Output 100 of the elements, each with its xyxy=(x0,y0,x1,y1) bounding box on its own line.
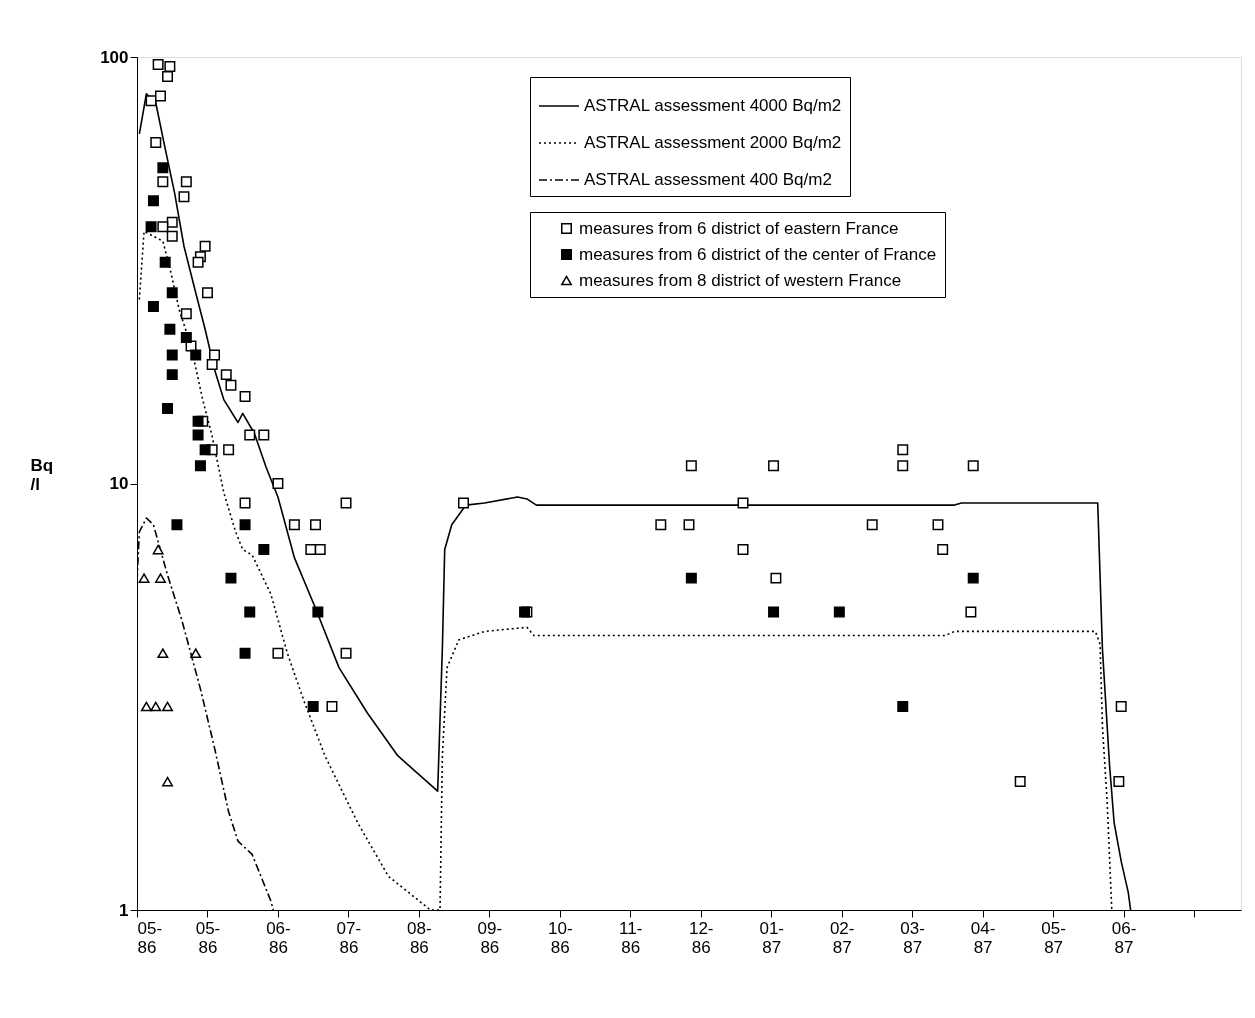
point xyxy=(897,701,909,712)
point xyxy=(458,497,469,509)
x-tick-label: 02- 87 xyxy=(829,918,855,957)
point xyxy=(239,519,251,531)
point xyxy=(244,429,256,441)
point xyxy=(180,308,192,320)
point xyxy=(239,390,251,402)
point xyxy=(155,90,166,102)
point xyxy=(897,460,909,472)
x-tick-label: 01- 87 xyxy=(759,918,784,957)
legend-label: ASTRAL assessment 4000 Bq/m2 xyxy=(584,96,842,115)
point xyxy=(737,544,749,556)
point xyxy=(159,256,171,268)
point xyxy=(206,359,218,371)
point xyxy=(897,444,909,456)
point xyxy=(340,647,352,659)
x-tick-label: 09- 86 xyxy=(477,918,503,957)
point xyxy=(162,701,174,712)
x-tick-label: 06- 86 xyxy=(266,918,291,957)
point xyxy=(166,216,178,228)
point xyxy=(152,59,164,71)
y-tick-label: 1 xyxy=(119,900,129,920)
point xyxy=(220,369,232,381)
legend-label: measures from 6 district of eastern France xyxy=(579,218,899,238)
point xyxy=(138,573,150,583)
point xyxy=(833,606,845,618)
point xyxy=(225,572,237,584)
point xyxy=(145,95,157,107)
legend-label: ASTRAL assessment 400 Bq/m2 xyxy=(584,170,832,189)
point xyxy=(150,137,162,149)
point xyxy=(340,497,352,509)
point xyxy=(967,572,979,584)
point xyxy=(258,429,270,441)
point xyxy=(192,429,204,441)
x-tick-label: 03- 87 xyxy=(900,918,925,957)
point xyxy=(655,519,667,531)
point xyxy=(178,191,190,203)
point xyxy=(166,287,178,299)
point xyxy=(288,519,300,531)
point xyxy=(239,647,251,659)
point xyxy=(190,349,202,361)
point xyxy=(866,519,878,531)
point xyxy=(147,301,159,313)
point xyxy=(166,349,178,361)
point xyxy=(314,544,326,556)
x-tick-label: 06- 87 xyxy=(1111,918,1137,957)
y-axis-title: Bq /l xyxy=(30,455,54,494)
point xyxy=(685,572,697,584)
point xyxy=(244,606,256,618)
x-tick-label: 10- 86 xyxy=(548,918,573,957)
point xyxy=(937,544,949,556)
point xyxy=(239,497,251,509)
x-tick-label: 08- 86 xyxy=(407,918,432,957)
point xyxy=(272,647,284,659)
point xyxy=(162,71,174,83)
point xyxy=(737,497,749,509)
point xyxy=(199,444,211,456)
point xyxy=(768,606,780,618)
point xyxy=(157,221,169,233)
point xyxy=(166,369,178,381)
point xyxy=(201,287,213,299)
point xyxy=(162,402,174,414)
point xyxy=(1113,776,1125,788)
point xyxy=(147,195,159,207)
point xyxy=(162,776,174,787)
point xyxy=(157,162,169,174)
x-tick-label: 04- 87 xyxy=(970,918,996,957)
point xyxy=(967,460,979,472)
point xyxy=(683,519,695,531)
y-tick-label: 100 xyxy=(100,47,129,67)
point xyxy=(1115,701,1127,712)
point xyxy=(258,544,270,556)
point xyxy=(965,606,977,618)
point xyxy=(312,606,324,618)
x-tick-label: 07- 86 xyxy=(336,918,362,957)
legend-label: measures from 6 district of the center of France xyxy=(579,244,937,264)
point xyxy=(770,572,782,584)
x-tick-label: 05- 86 xyxy=(195,918,221,957)
point xyxy=(145,221,157,233)
point xyxy=(155,573,166,583)
point xyxy=(199,240,211,252)
point xyxy=(225,379,237,391)
point xyxy=(152,544,164,555)
point xyxy=(157,176,169,188)
point xyxy=(157,648,169,659)
point xyxy=(223,444,235,456)
point xyxy=(932,519,944,531)
point xyxy=(164,323,176,335)
x-tick-label: 05- 86 xyxy=(137,918,163,957)
point xyxy=(150,701,162,712)
point xyxy=(307,701,319,712)
point xyxy=(190,648,202,659)
point xyxy=(171,519,183,531)
point xyxy=(180,331,192,343)
point xyxy=(192,256,204,268)
point xyxy=(1014,776,1026,788)
point xyxy=(310,519,322,531)
point xyxy=(768,460,780,472)
point xyxy=(685,460,697,472)
legend-label: measures from 8 district of western France xyxy=(579,270,902,290)
